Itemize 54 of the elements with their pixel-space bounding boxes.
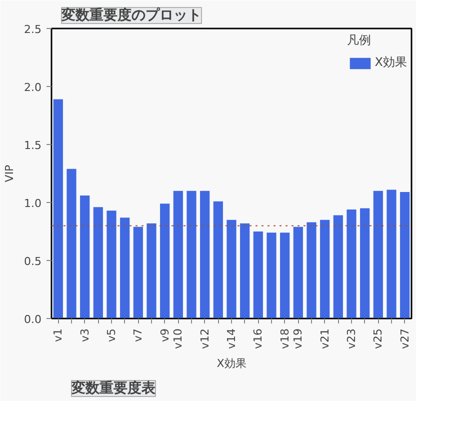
bar xyxy=(346,209,356,318)
bar xyxy=(120,218,130,318)
bar xyxy=(213,201,223,318)
x-tick-label: v23 xyxy=(345,328,358,350)
bar xyxy=(80,196,90,318)
x-tick-label: v18 xyxy=(278,328,292,350)
bar xyxy=(280,232,290,318)
bar xyxy=(240,223,250,318)
x-axis-title: X効果 xyxy=(216,357,246,370)
y-tick-label: 0.0 xyxy=(24,313,42,326)
bar xyxy=(386,190,396,318)
bar xyxy=(293,226,303,318)
bar xyxy=(226,220,236,318)
bar xyxy=(106,210,116,318)
bar xyxy=(66,168,76,318)
x-tick-label: v7 xyxy=(132,328,145,342)
y-tick-label: 2.5 xyxy=(24,23,42,36)
x-tick-label: v16 xyxy=(252,328,265,350)
x-tick-label: v27 xyxy=(398,328,412,350)
bar xyxy=(146,223,156,318)
chart-title: 変数重要度のプロット xyxy=(60,6,202,24)
x-tick-label: v14 xyxy=(225,328,238,350)
y-axis-title: VIP xyxy=(3,164,16,182)
legend-label: X効果 xyxy=(374,54,407,71)
bar xyxy=(53,99,63,318)
bar xyxy=(133,226,143,318)
bar xyxy=(373,190,383,318)
bar xyxy=(160,204,170,318)
x-tick-label: v19 xyxy=(292,328,305,350)
y-tick-label: 2.0 xyxy=(24,81,42,94)
bar xyxy=(333,215,343,318)
bar xyxy=(266,232,276,318)
x-tick-label: v12 xyxy=(198,328,212,350)
x-tick-label: v21 xyxy=(318,328,332,350)
text: 変数重要度表 xyxy=(70,380,156,396)
bar xyxy=(320,220,330,318)
x-tick-label: v1 xyxy=(52,328,65,342)
bar xyxy=(186,190,196,318)
bar xyxy=(253,232,263,318)
x-tick-label: v3 xyxy=(78,328,92,342)
x-tick-label: v10 xyxy=(172,328,185,350)
bar xyxy=(200,190,210,318)
bar xyxy=(400,192,410,318)
x-tick-label: v9 xyxy=(158,328,172,342)
bar xyxy=(173,190,183,318)
bar xyxy=(360,208,370,318)
bar xyxy=(93,207,103,318)
legend-title: 凡例 xyxy=(346,32,372,49)
y-tick-label: 1.5 xyxy=(24,139,42,152)
x-tick-label: v5 xyxy=(105,328,118,342)
y-tick-label: 1.0 xyxy=(24,197,42,210)
x-tick-label: v25 xyxy=(372,328,385,350)
bar xyxy=(306,222,316,318)
y-tick-label: 0.5 xyxy=(24,255,42,268)
